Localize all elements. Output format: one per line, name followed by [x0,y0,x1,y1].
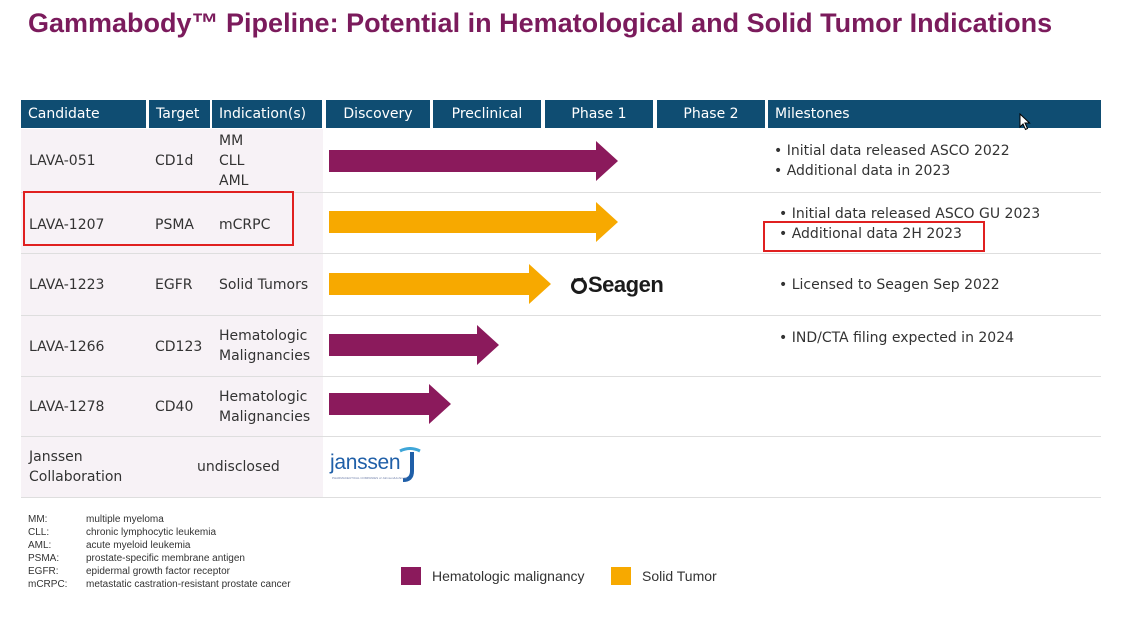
candidate-name: Janssen Collaboration [29,449,123,485]
milestones-list: Licensed to Seagen Sep 2022 [779,275,1000,295]
row-label-background [21,437,323,497]
header-phase2: Phase 2 [657,100,765,128]
janssen-subtitle: PHARMACEUTICAL COMPANIES of Johnson&John… [332,476,408,480]
header-preclinical: Preclinical [433,100,541,128]
milestone-item: Licensed to Seagen Sep 2022 [779,275,1000,295]
heme-progress-arrow [329,141,618,181]
heme-progress-arrow [329,384,451,424]
target-name: PSMA [155,217,194,233]
janssen-wordmark: janssen [330,451,401,474]
target-name: EGFR [155,277,193,293]
candidate-name: LAVA-1278 [29,399,105,415]
target-name: CD123 [155,339,203,355]
row-label-background [21,316,323,376]
abbreviation-item: MM: multiple myeloma [28,514,164,525]
abbreviation-item: mCRPC: metastatic castration-resistant pr… [28,579,291,590]
highlight-box-milestone [763,221,985,252]
milestones-list: IND/CTA filing expected in 2024 [779,328,1014,348]
table-row: LAVA-1266 CD123 Hematologic Malignancies… [21,316,1101,377]
table-row: Janssen Collaboration undisclosed [21,437,1101,498]
legend-label: Solid Tumor [642,568,717,584]
abbreviation-item: PSMA: prostate-specific membrane antigen [28,553,245,564]
candidate-name: LAVA-1266 [29,339,105,355]
legend-item-heme: Hematologic malignancy [401,567,585,585]
candidate-name: LAVA-1207 [29,217,105,233]
row-label-background [21,377,323,436]
abbreviation-item: EGFR: epidermal growth factor receptor [28,566,230,577]
header-indications: Indication(s) [212,100,322,128]
header-phase1: Phase 1 [545,100,653,128]
candidate-name: LAVA-051 [29,153,96,169]
seagen-wordmark: Seagen [588,272,664,297]
candidate-name: LAVA-1223 [29,277,105,293]
milestone-item: Initial data released ASCO GU 2023 [779,204,1040,224]
header-milestones: Milestones [768,100,1101,128]
row-label-background [21,254,323,315]
target-name: CD40 [155,399,194,415]
abbreviation-item: AML: acute myeloid leukemia [28,540,191,551]
milestone-item: Initial data released ASCO 2022 [774,141,1010,161]
legend-swatch-solid [611,567,631,585]
table-row: LAVA-1207 PSMA mCRPC Initial data releas… [21,193,1101,254]
janssen-swoosh-icon [399,447,421,482]
abbreviation-item: CLL: chronic lymphocytic leukemia [28,527,217,538]
solid-progress-arrow [329,202,618,242]
legend-swatch-heme [401,567,421,585]
target-name: CD1d [155,153,194,169]
indication-text: Hematologic Malignancies [219,328,311,364]
indication-text: Hematologic Malignancies [219,389,311,425]
mouse-cursor-icon [1019,113,1031,131]
highlight-box-candidate [23,191,294,246]
milestone-item: Additional data 2H 2023 [779,224,1040,244]
legend-label: Hematologic malignancy [432,568,585,584]
solid-progress-arrow [329,264,551,304]
slide-title: Gammabody™ Pipeline: Potential in Hemato… [28,8,1053,38]
header-discovery: Discovery [326,100,430,128]
header-target: Target [149,100,210,128]
janssen-logo: janssen PHARMACEUTICAL COMPANIES of John… [330,447,430,489]
milestone-item: Additional data in 2023 [774,161,1010,181]
table-row: LAVA-051 CD1d MM CLL AML Initial data re… [21,129,1101,193]
row-label-background [21,193,323,253]
seagen-logo: Seagen [570,272,664,298]
header-candidate: Candidate [21,100,146,128]
seagen-mark-icon [571,277,587,294]
table-row: LAVA-1223 EGFR Solid Tumors Licensed to … [21,254,1101,316]
row-label-background [21,129,323,192]
indication-text: Solid Tumors [219,277,309,293]
indication-text: mCRPC [219,217,271,233]
milestones-list: Initial data released ASCO 2022 Addition… [774,141,1010,181]
milestones-list: Initial data released ASCO GU 2023 Addit… [779,204,1040,244]
indication-text: MM CLL AML [219,133,249,189]
target-name: undisclosed [197,459,280,475]
legend-item-solid: Solid Tumor [611,567,717,585]
abbreviation-list: MM: multiple myeloma CLL: chronic lymphocy… [28,513,291,591]
milestone-item: IND/CTA filing expected in 2024 [779,328,1014,348]
table-row: LAVA-1278 CD40 Hematologic Malignancies [21,377,1101,437]
heme-progress-arrow [329,325,499,365]
